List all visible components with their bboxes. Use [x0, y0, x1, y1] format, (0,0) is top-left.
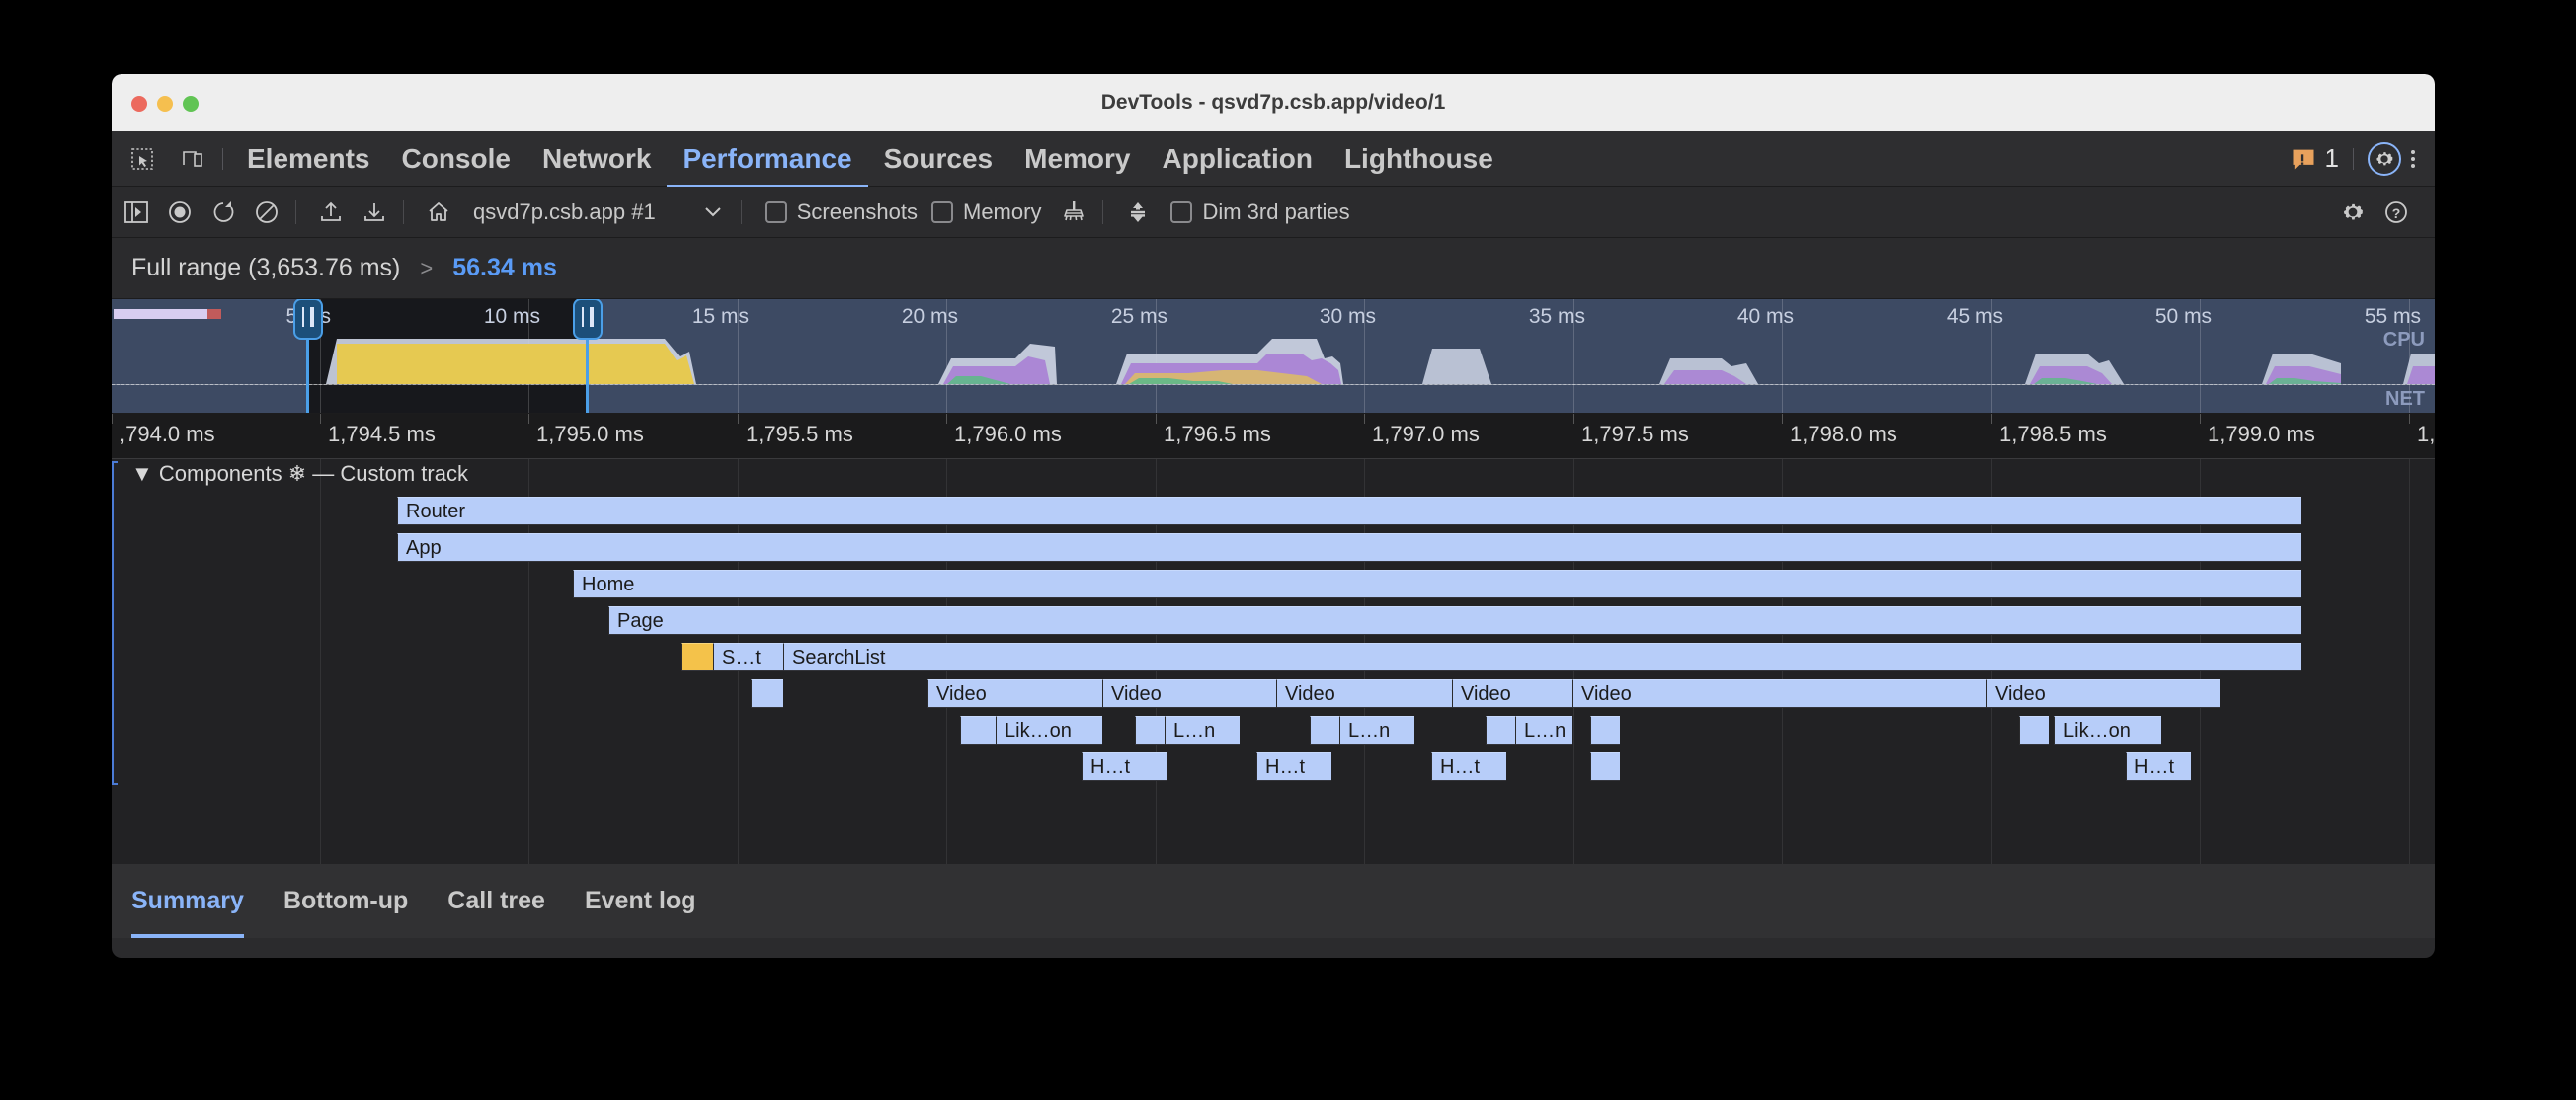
svg-text:?: ?	[2392, 205, 2401, 221]
